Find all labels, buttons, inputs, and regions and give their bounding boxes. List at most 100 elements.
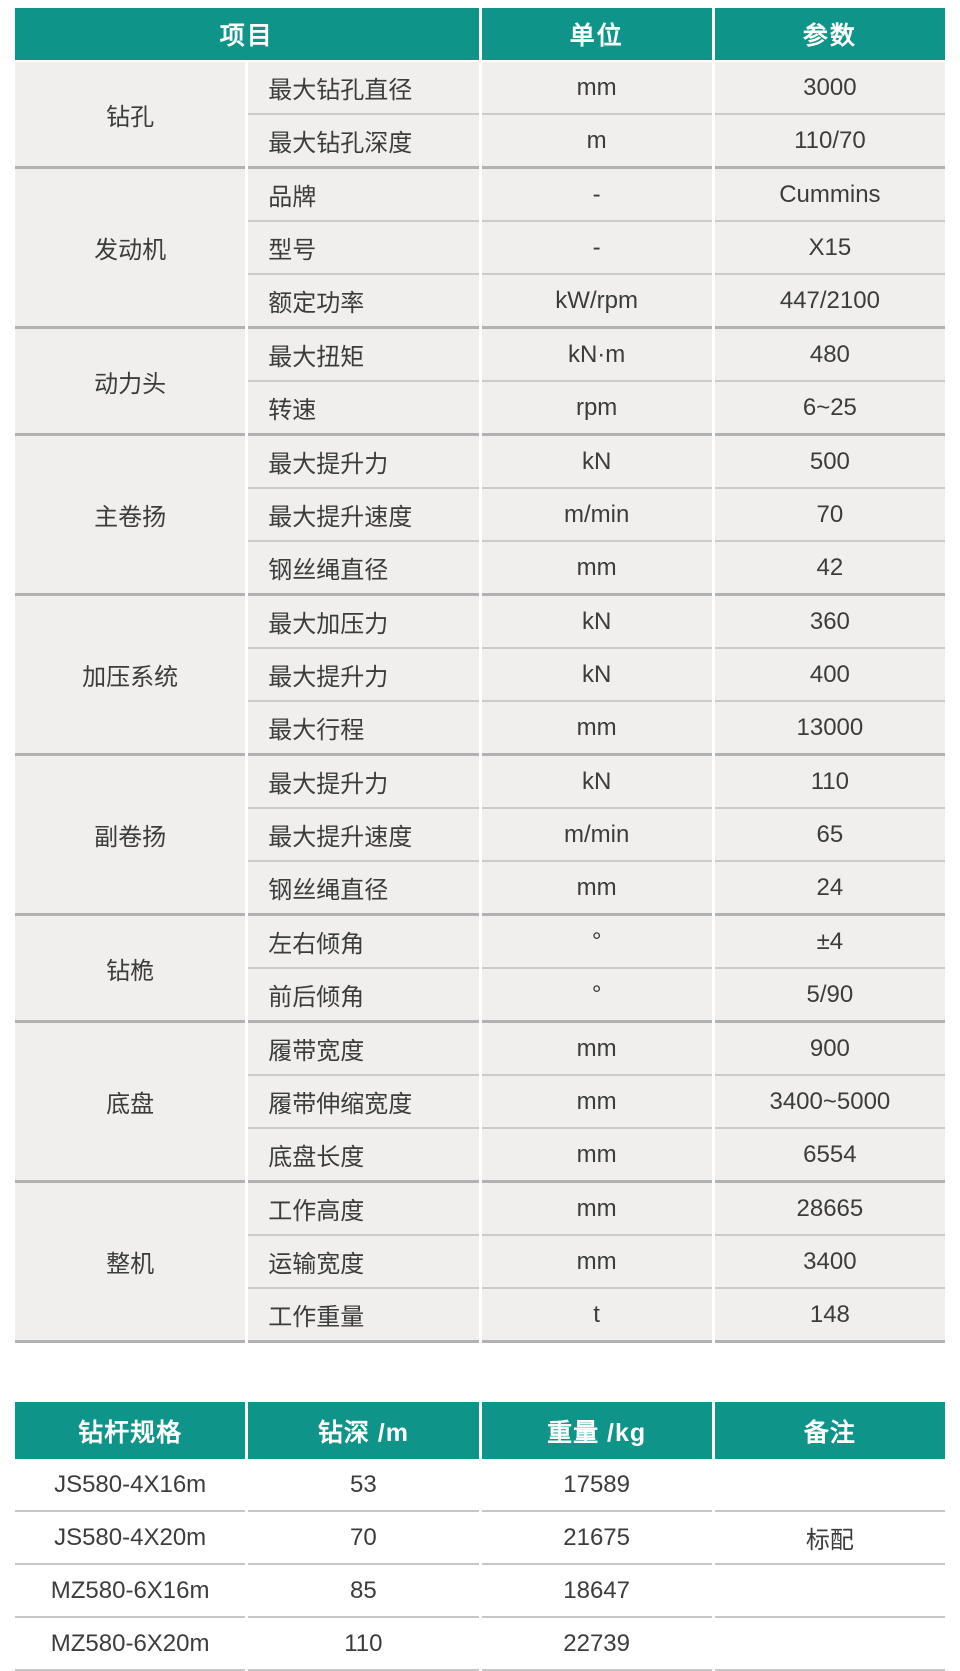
spec-unit-cell: kW/rpm [481,273,712,326]
spec-header-param: 参数 [714,8,945,62]
spec-unit-cell: mm [481,1127,712,1180]
spec-row: 钻桅 左右倾角 ° ±4 [15,913,945,1020]
spec-row: 底盘 履带宽度 mm 900 [15,1020,945,1180]
spec-label-cell: 运输宽度 [248,1234,479,1287]
spec-label-cell: 最大钻孔深度 [248,113,479,166]
spec-row: 钢丝绳直径 mm 42 [15,540,945,593]
spec-label-cell: 最大提升速度 [248,487,479,540]
group-cell-main-winch: 主卷扬 [15,433,246,593]
spec-row: 最大提升速度 m/min 65 [15,807,945,860]
spec-sheet-page: 项目 单位 参数 钻孔 最大钻孔直径 mm 3000 最大钻孔深度 m 110/… [12,8,948,1671]
spec-label-cell: 转速 [248,380,479,433]
spec-unit-cell: rpm [481,380,712,433]
spec-unit-cell: mm [481,1180,712,1234]
spec-row: 加压系统 最大加压力 kN 360 [15,593,945,753]
spec-value-cell: Cummins [714,166,945,220]
spec-row: 转速 rpm 6~25 [15,380,945,433]
pipe-spec-cell: MZ580-6X20m [15,1618,246,1671]
pipe-row: JS580-4X20m 70 21675 标配 [15,1512,945,1565]
spec-unit-cell: mm [481,700,712,753]
spec-unit-cell: mm [481,1020,712,1074]
pipe-row: MZ580-6X16m 85 18647 [15,1565,945,1618]
spec-unit-cell: kN·m [481,326,712,380]
group-cell-chassis: 底盘 [15,1020,246,1180]
spec-value-cell: 28665 [714,1180,945,1234]
group-cell-crowd-system: 加压系统 [15,593,246,753]
spec-header-row: 项目 单位 参数 [15,8,945,62]
pipe-weight-cell: 21675 [481,1512,712,1565]
pipe-spec-cell: JS580-4X16m [15,1459,246,1512]
spec-row: 钻孔 最大钻孔直径 mm 3000 [15,62,945,166]
pipe-remark-cell [714,1565,945,1618]
spec-value-cell: 3400 [714,1234,945,1287]
spec-value-cell: 70 [714,487,945,540]
spec-unit-cell: - [481,166,712,220]
spec-row: 钢丝绳直径 mm 24 [15,860,945,913]
spec-row: 最大钻孔深度 m 110/70 [15,113,945,166]
spec-row: 最大提升力 kN 400 [15,647,945,700]
spec-label-cell: 底盘长度 [248,1127,479,1180]
group-cell-engine: 发动机 [15,166,246,326]
pipe-header-depth: 钻深 /m [248,1402,479,1459]
spec-unit-cell: m [481,113,712,166]
spec-label-cell: 履带宽度 [248,1020,479,1074]
spec-row: 底盘长度 mm 6554 [15,1127,945,1180]
spec-unit-cell: t [481,1287,712,1343]
spec-label-cell: 最大提升速度 [248,807,479,860]
group-cell-aux-winch: 副卷扬 [15,753,246,913]
spec-row: 型号 - X15 [15,220,945,273]
group-cell-power-head: 动力头 [15,326,246,433]
spec-unit-cell: kN [481,593,712,647]
spec-row: 最大行程 mm 13000 [15,700,945,753]
pipe-weight-cell: 22739 [481,1618,712,1671]
spec-value-cell: 110/70 [714,113,945,166]
spec-row: 主卷扬 最大提升力 kN 500 [15,433,945,593]
spec-table-header: 项目 单位 参数 [15,8,945,62]
spec-unit-cell: m/min [481,487,712,540]
spec-unit-cell: mm [481,1074,712,1127]
pipe-header-spec: 钻杆规格 [15,1402,246,1459]
spec-label-cell: 左右倾角 [248,913,479,967]
spec-label-cell: 额定功率 [248,273,479,326]
spec-value-cell: ±4 [714,913,945,967]
spec-row: 发动机 品牌 - Cummins [15,166,945,326]
spec-label-cell: 前后倾角 [248,967,479,1020]
spec-value-cell: 5/90 [714,967,945,1020]
pipe-spec-cell: JS580-4X20m [15,1512,246,1565]
spec-label-cell: 最大提升力 [248,433,479,487]
spec-label-cell: 最大加压力 [248,593,479,647]
pipe-weight-cell: 18647 [481,1565,712,1618]
spec-unit-cell: ° [481,967,712,1020]
spec-unit-cell: ° [481,913,712,967]
spec-unit-cell: mm [481,860,712,913]
spec-value-cell: 447/2100 [714,273,945,326]
group-cell-complete-machine: 整机 [15,1180,246,1343]
spec-value-cell: 6554 [714,1127,945,1180]
pipe-depth-cell: 53 [248,1459,479,1512]
spec-row: 整机 工作高度 mm 28665 [15,1180,945,1343]
group-cell-mast: 钻桅 [15,913,246,1020]
spec-table: 项目 单位 参数 钻孔 最大钻孔直径 mm 3000 最大钻孔深度 m 110/… [12,8,948,1343]
spec-value-cell: X15 [714,220,945,273]
spec-unit-cell: kN [481,753,712,807]
spec-row: 额定功率 kW/rpm 447/2100 [15,273,945,326]
pipe-header-weight: 重量 /kg [481,1402,712,1459]
spec-value-cell: 900 [714,1020,945,1074]
spec-value-cell: 13000 [714,700,945,753]
spec-value-cell: 3000 [714,62,945,113]
pipe-table: 钻杆规格 钻深 /m 重量 /kg 备注 JS580-4X16m 53 1758… [12,1402,948,1671]
spec-value-cell: 500 [714,433,945,487]
pipe-table-header: 钻杆规格 钻深 /m 重量 /kg 备注 [15,1402,945,1459]
spec-header-item: 项目 [15,8,479,62]
spec-label-cell: 钢丝绳直径 [248,540,479,593]
pipe-row: MZ580-6X20m 110 22739 [15,1618,945,1671]
spec-value-cell: 65 [714,807,945,860]
pipe-spec-cell: MZ580-6X16m [15,1565,246,1618]
spec-row: 履带伸缩宽度 mm 3400~5000 [15,1074,945,1127]
spec-label-cell: 工作重量 [248,1287,479,1343]
spec-value-cell: 110 [714,753,945,807]
spec-value-cell: 148 [714,1287,945,1343]
spec-value-cell: 480 [714,326,945,380]
spec-value-cell: 3400~5000 [714,1074,945,1127]
group-cell-drilling: 钻孔 [15,62,246,166]
